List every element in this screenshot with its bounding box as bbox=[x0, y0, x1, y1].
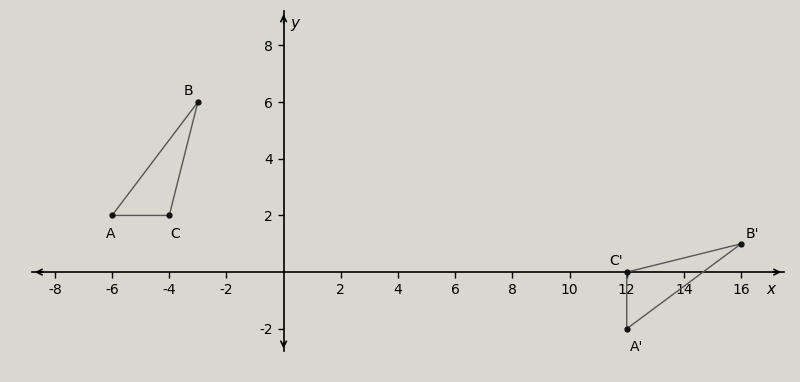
Text: B: B bbox=[184, 84, 194, 98]
Text: C': C' bbox=[609, 254, 622, 268]
Text: A: A bbox=[106, 227, 115, 241]
Text: A': A' bbox=[630, 340, 643, 354]
Text: B': B' bbox=[746, 227, 759, 241]
Text: x: x bbox=[766, 282, 775, 297]
Text: C: C bbox=[170, 227, 181, 241]
Text: y: y bbox=[290, 16, 300, 31]
